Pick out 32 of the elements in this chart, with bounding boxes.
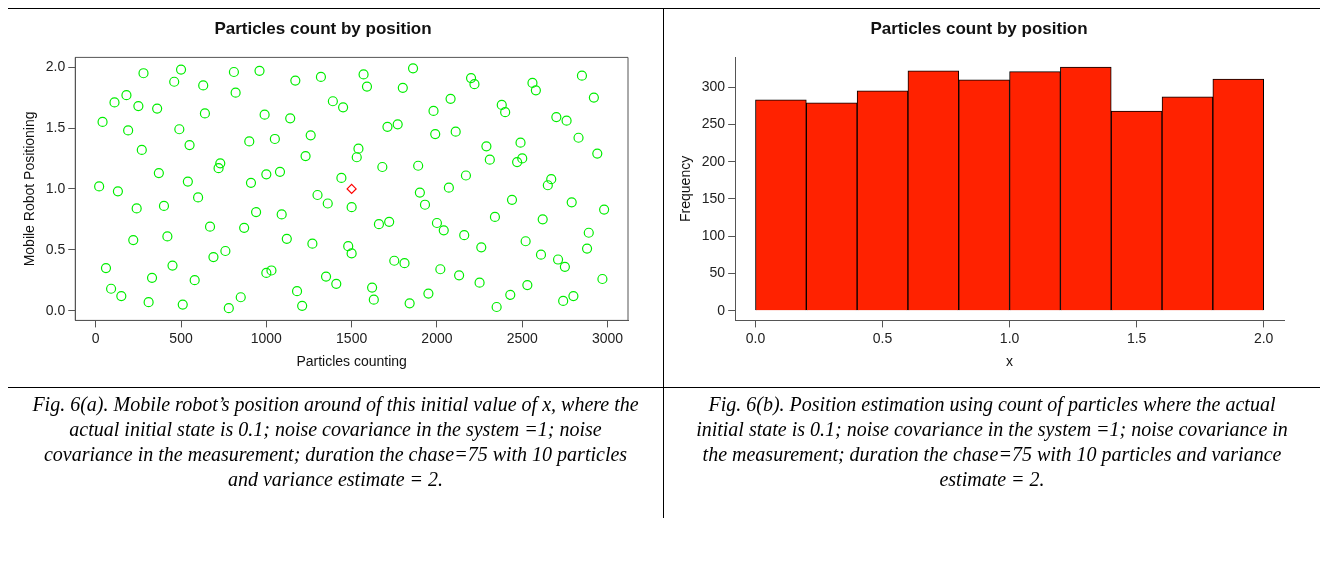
chart-title: Particles count by position — [214, 18, 432, 38]
y-tick-label: 0.0 — [45, 301, 66, 318]
x-tick-label: 0.5 — [872, 329, 893, 346]
x-tick-label: 1.5 — [1126, 329, 1147, 346]
chart-title: Particles count by position — [870, 18, 1088, 38]
x-tick-label: 3000 — [591, 329, 624, 346]
y-tick-label: 150 — [701, 189, 726, 206]
x-tick-label: 500 — [169, 329, 193, 346]
y-tick-label: 100 — [701, 227, 726, 244]
x-tick-label: 0 — [91, 329, 100, 346]
x-tick-label: 1.0 — [999, 329, 1020, 346]
y-tick-label: 200 — [701, 152, 726, 169]
y-axis-title: Mobile Robot Positioning — [21, 111, 38, 267]
y-axis-title: Frequency — [677, 155, 694, 222]
caption: Fig. 6(b). Position estimation using count of particles where the actual initial state is 0.1; noise covariance in the system =1; noise covariance in the measurement; duration the chase=75 with 10 particles and variance estimate = 2. — [695, 392, 1289, 492]
x-tick-label: 1000 — [250, 329, 283, 346]
x-tick-label: 2500 — [506, 329, 539, 346]
x-tick-label: 0.0 — [745, 329, 766, 346]
x-axis-title: Particles counting — [296, 353, 407, 370]
x-tick-label: 2.0 — [1253, 329, 1274, 346]
y-tick-label: 0.5 — [45, 240, 66, 257]
y-tick-label: 50 — [709, 264, 726, 281]
x-tick-label: 1500 — [336, 329, 368, 346]
x-tick-label: 2000 — [421, 329, 453, 346]
y-tick-label: 0 — [717, 301, 726, 318]
y-tick-label: 300 — [701, 78, 726, 95]
y-tick-label: 2.0 — [45, 58, 66, 74]
y-tick-label: 250 — [701, 115, 726, 132]
y-tick-label: 1.0 — [45, 179, 66, 196]
y-tick-label: 1.5 — [45, 118, 66, 135]
caption: Fig. 6(a). Mobile robot’s position around of this initial value of x, where the actual initial state is 0.1; noise covariance in the system =1; noise covariance in the measurement; duration the chase=75 with 10 particles and variance estimate = 2. — [31, 392, 640, 492]
x-axis-title: x — [1006, 353, 1014, 370]
